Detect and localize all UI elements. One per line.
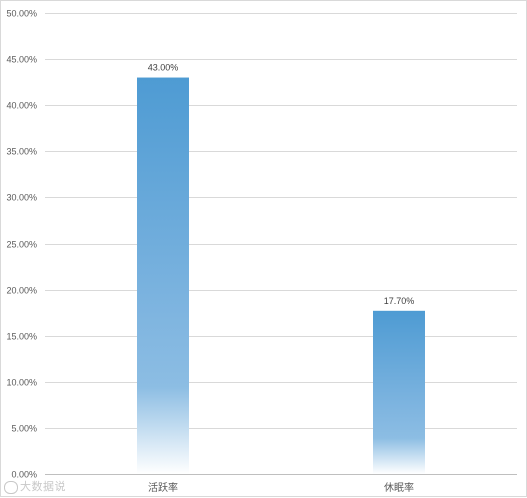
data-label: 17.70% <box>384 296 415 306</box>
watermark-text: 大数据说 <box>20 480 66 493</box>
y-axis-tick-labels: 0.00% 5.00% 10.00% 15.00% 20.00% 25.00% 30.00%… <box>6 9 37 480</box>
y-tick-label: 50.00% <box>6 9 37 19</box>
x-axis-category-labels: 活跃率 休眠率 <box>148 481 414 494</box>
y-tick-label: 5.00% <box>11 424 37 434</box>
y-tick-label: 40.00% <box>6 101 37 111</box>
y-tick-label: 10.00% <box>6 378 37 388</box>
x-category-label: 活跃率 <box>148 481 178 494</box>
y-tick-label: 15.00% <box>6 332 37 342</box>
watermark: 大数据说 <box>4 478 66 494</box>
y-tick-label: 0.00% <box>11 470 37 480</box>
weibo-logo-icon <box>4 480 18 494</box>
y-tick-label: 35.00% <box>6 147 37 157</box>
y-tick-label: 20.00% <box>6 286 37 296</box>
y-tick-label: 45.00% <box>6 55 37 65</box>
x-category-label: 休眠率 <box>384 481 414 494</box>
data-labels: 43.00% 17.70% <box>148 63 415 306</box>
gridlines <box>45 13 517 429</box>
y-tick-label: 25.00% <box>6 240 37 250</box>
bars <box>137 77 425 474</box>
bar <box>373 310 425 474</box>
bar <box>137 77 189 474</box>
y-tick-label: 30.00% <box>6 193 37 203</box>
data-label: 43.00% <box>148 63 179 73</box>
